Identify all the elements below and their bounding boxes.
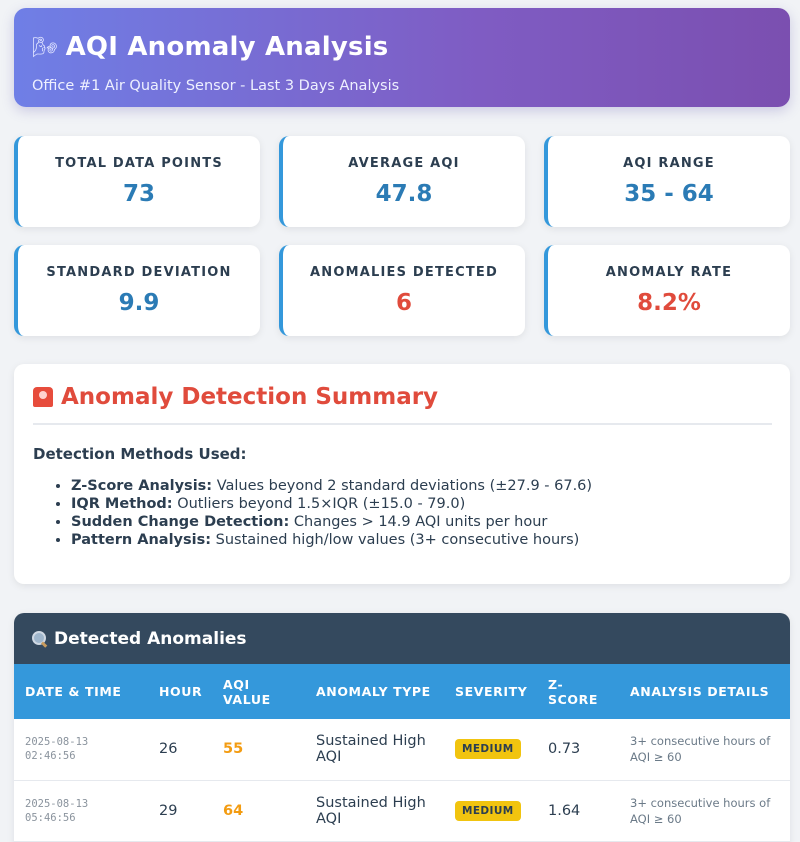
- date-text: 2025-08-13: [25, 736, 89, 749]
- stat-label: AQI RANGE: [623, 156, 715, 171]
- cell-aqi-value: 55: [212, 719, 305, 781]
- summary-title: Anomaly Detection Summary: [61, 384, 439, 410]
- severity-badge: MEDIUM: [455, 739, 521, 760]
- method-name: Pattern Analysis:: [71, 532, 212, 548]
- date-text: 2025-08-13: [25, 797, 89, 810]
- method-desc: Changes > 14.9 AQI units per hour: [293, 514, 548, 530]
- method-item-z-score: Z-Score Analysis: Values beyond 2 standa…: [71, 477, 592, 495]
- detected-anomalies-panel: Detected Anomalies DATE & TIME HOUR AQI …: [14, 613, 790, 842]
- cell-anomaly-type: Sustained High AQI: [305, 780, 444, 842]
- summary-title-row: Anomaly Detection Summary: [33, 384, 438, 410]
- stat-value: 9.9: [118, 290, 160, 316]
- page-header: 🌬 AQI Anomaly Analysis Office #1 Air Qua…: [14, 8, 790, 107]
- cell-z-score: 1.64: [537, 780, 619, 842]
- time-text: 02:46:56: [25, 750, 76, 763]
- methods-heading: Detection Methods Used:: [33, 445, 247, 463]
- cell-anomaly-type: Sustained High AQI: [305, 719, 444, 781]
- stat-label: ANOMALIES DETECTED: [310, 265, 498, 280]
- stat-value: 47.8: [375, 181, 433, 207]
- stat-value: 73: [122, 181, 155, 207]
- anomalies-panel-header: Detected Anomalies: [14, 613, 790, 664]
- stat-label: TOTAL DATA POINTS: [55, 156, 223, 171]
- page-subtitle: Office #1 Air Quality Sensor - Last 3 Da…: [32, 78, 400, 94]
- details-text: 3+ consecutive hours of AQI ≥ 60: [630, 734, 771, 765]
- stat-card-aqi-range: AQI RANGE 35 - 64: [544, 136, 790, 227]
- page-title: AQI Anomaly Analysis: [65, 32, 389, 62]
- stat-card-average-aqi: AVERAGE AQI 47.8: [279, 136, 525, 227]
- table-row: 2025-08-13 02:46:56 26 55 Sustained High…: [14, 719, 790, 781]
- stat-value: 6: [395, 290, 412, 316]
- stat-card-standard-deviation: STANDARD DEVIATION 9.9: [14, 245, 260, 336]
- method-item-iqr: IQR Method: Outliers beyond 1.5×IQR (±15…: [71, 495, 592, 513]
- cell-date-time: 2025-08-13 02:46:56: [14, 719, 148, 781]
- aqi-value: 64: [223, 802, 244, 819]
- cell-z-score: 0.73: [537, 719, 619, 781]
- table-row: 2025-08-13 05:46:56 29 64 Sustained High…: [14, 780, 790, 842]
- method-desc: Values beyond 2 standard deviations (±27…: [216, 478, 593, 494]
- column-header-aqi-value[interactable]: AQI VALUE: [212, 664, 305, 719]
- method-item-pattern: Pattern Analysis: Sustained high/low val…: [71, 531, 592, 549]
- magnifier-icon: [32, 630, 48, 647]
- cell-analysis-details: 3+ consecutive hours of AQI ≥ 60: [619, 719, 790, 781]
- stat-label: ANOMALY RATE: [605, 265, 733, 280]
- column-header-hour[interactable]: HOUR: [148, 664, 212, 719]
- method-name: IQR Method:: [71, 496, 173, 512]
- method-desc: Outliers beyond 1.5×IQR (±15.0 - 79.0): [177, 496, 466, 512]
- stat-label: STANDARD DEVIATION: [46, 265, 232, 280]
- column-header-analysis-details[interactable]: ANALYSIS DETAILS: [619, 664, 790, 719]
- stat-label: AVERAGE AQI: [348, 156, 460, 171]
- cell-analysis-details: 3+ consecutive hours of AQI ≥ 60: [619, 780, 790, 842]
- anomalies-title: Detected Anomalies: [54, 628, 247, 649]
- column-header-anomaly-type[interactable]: ANOMALY TYPE: [305, 664, 444, 719]
- method-name: Sudden Change Detection:: [71, 514, 290, 530]
- methods-list: Z-Score Analysis: Values beyond 2 standa…: [71, 477, 592, 549]
- method-name: Z-Score Analysis:: [71, 478, 213, 494]
- column-header-severity[interactable]: SEVERITY: [444, 664, 537, 719]
- aqi-value: 55: [223, 741, 244, 758]
- column-header-z-score[interactable]: Z-SCORE: [537, 664, 619, 719]
- details-text: 3+ consecutive hours of AQI ≥ 60: [630, 795, 771, 826]
- method-item-sudden-change: Sudden Change Detection: Changes > 14.9 …: [71, 513, 592, 531]
- anomaly-summary-panel: Anomaly Detection Summary Detection Meth…: [14, 364, 790, 584]
- time-text: 05:46:56: [25, 811, 76, 824]
- siren-icon: [33, 387, 53, 407]
- stat-card-total-data-points: TOTAL DATA POINTS 73: [14, 136, 260, 227]
- stat-card-anomaly-rate: ANOMALY RATE 8.2%: [544, 245, 790, 336]
- stat-value: 35 - 64: [624, 181, 714, 207]
- cell-date-time: 2025-08-13 05:46:56: [14, 780, 148, 842]
- stat-card-anomalies-detected: ANOMALIES DETECTED 6: [279, 245, 525, 336]
- table-header-row: DATE & TIME HOUR AQI VALUE ANOMALY TYPE …: [14, 664, 790, 719]
- cell-aqi-value: 64: [212, 780, 305, 842]
- page-title-row: 🌬 AQI Anomaly Analysis: [32, 32, 389, 62]
- method-desc: Sustained high/low values (3+ consecutiv…: [215, 532, 580, 548]
- stat-value: 8.2%: [637, 290, 701, 316]
- cell-hour: 29: [148, 780, 212, 842]
- cell-severity: MEDIUM: [444, 780, 537, 842]
- divider: [33, 423, 772, 425]
- column-header-date-time[interactable]: DATE & TIME: [14, 664, 148, 719]
- severity-badge: MEDIUM: [455, 800, 521, 821]
- anomalies-table: DATE & TIME HOUR AQI VALUE ANOMALY TYPE …: [14, 664, 790, 842]
- wind-icon: 🌬: [32, 35, 58, 59]
- cell-severity: MEDIUM: [444, 719, 537, 781]
- cell-hour: 26: [148, 719, 212, 781]
